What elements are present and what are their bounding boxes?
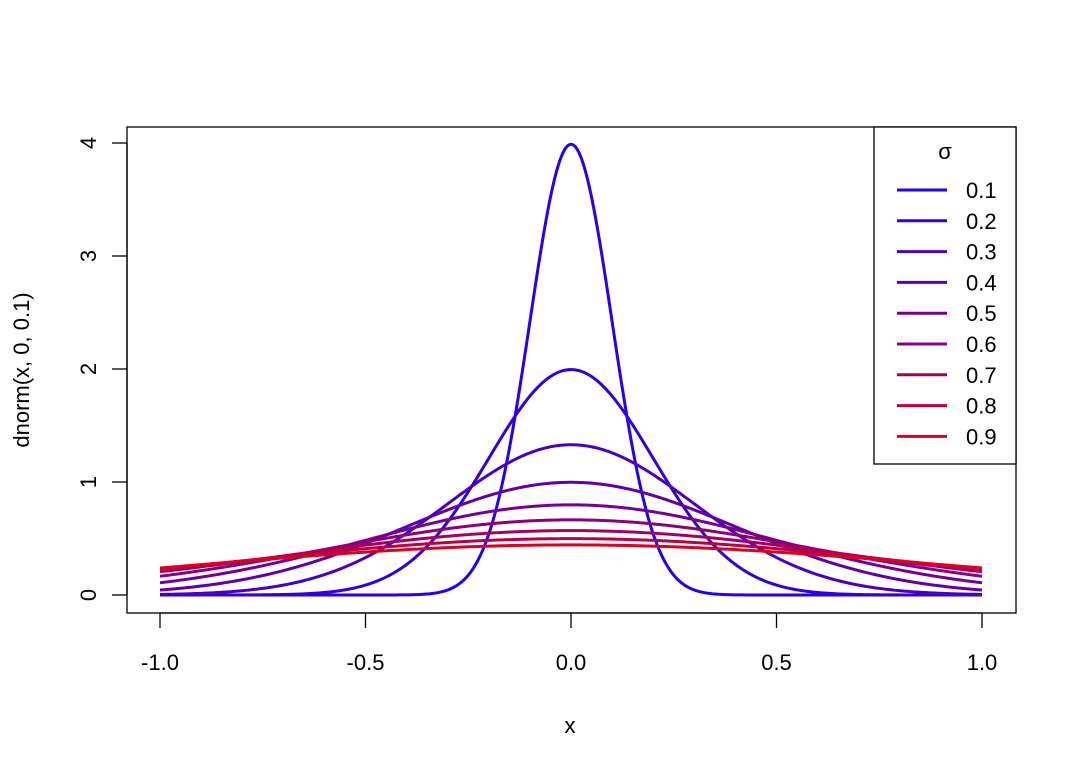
series-line-sigma-0.9	[159, 543, 983, 570]
series-line-sigma-0.7	[159, 529, 983, 574]
legend-label-0.5: 0.5	[966, 301, 997, 326]
y-tick-label: 2	[76, 363, 101, 375]
legend: σ 0.1 0.2 0.3 0.4 0.5 0.6 0.7 0.8 0.9	[873, 126, 1017, 465]
x-tick-label: 1.0	[967, 650, 998, 675]
y-tick-label: 4	[76, 137, 101, 149]
x-tick-label: 0.5	[761, 650, 792, 675]
legend-label-0.1: 0.1	[966, 178, 997, 203]
series-line-sigma-0.6	[159, 518, 983, 578]
legend-title: σ	[938, 139, 952, 164]
y-tick-label: 0	[76, 589, 101, 601]
legend-label-0.3: 0.3	[966, 240, 997, 265]
legend-label-0.7: 0.7	[966, 363, 997, 388]
series-line-sigma-0.4	[159, 480, 983, 592]
legend-label-0.9: 0.9	[966, 424, 997, 449]
legend-items: 0.1 0.2 0.3 0.4 0.5 0.6 0.7 0.8 0.9	[897, 178, 997, 449]
y-tick-label: 3	[76, 250, 101, 262]
legend-box	[873, 126, 1017, 465]
series-line-sigma-0.3	[159, 443, 983, 596]
y-tick-label: 1	[76, 476, 101, 488]
series-line-sigma-0.8	[159, 537, 983, 571]
x-tick-label: -1.0	[141, 650, 179, 675]
legend-label-0.6: 0.6	[966, 332, 997, 357]
legend-label-0.2: 0.2	[966, 209, 997, 234]
x-tick-label: -0.5	[347, 650, 385, 675]
x-axis: -1.0 -0.5 0.0 0.5 1.0	[141, 612, 998, 675]
x-tick-label: 0.0	[556, 650, 587, 675]
curves	[159, 142, 983, 597]
y-axis: 0 1 2 3 4	[76, 137, 128, 601]
series-line-sigma-0.2	[160, 368, 982, 597]
y-axis-title: dnorm(x, 0, 0.1)	[9, 292, 34, 447]
legend-label-0.8: 0.8	[966, 394, 997, 419]
x-axis-title: x	[565, 713, 576, 738]
legend-label-0.4: 0.4	[966, 270, 997, 295]
